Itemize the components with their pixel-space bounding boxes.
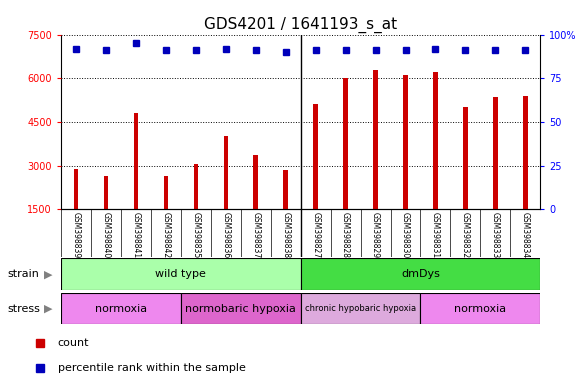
- Text: stress: stress: [8, 304, 41, 314]
- Bar: [253, 156, 258, 209]
- Text: GSM398827: GSM398827: [311, 212, 320, 258]
- Text: GSM398829: GSM398829: [371, 212, 380, 258]
- Bar: [403, 75, 408, 209]
- Bar: [493, 97, 498, 209]
- Bar: [433, 73, 437, 209]
- Text: GSM398840: GSM398840: [102, 212, 110, 258]
- Text: normobaric hypoxia: normobaric hypoxia: [185, 304, 296, 314]
- Bar: [421, 293, 540, 324]
- Text: GSM398842: GSM398842: [162, 212, 170, 258]
- Bar: [313, 104, 318, 209]
- Bar: [61, 293, 181, 324]
- Text: percentile rank within the sample: percentile rank within the sample: [58, 362, 246, 373]
- Text: normoxia: normoxia: [95, 304, 147, 314]
- Bar: [181, 293, 301, 324]
- Bar: [74, 169, 78, 209]
- Text: ▶: ▶: [44, 304, 52, 314]
- Text: GSM398830: GSM398830: [401, 212, 410, 258]
- Bar: [523, 96, 528, 209]
- Text: ▶: ▶: [44, 269, 52, 279]
- Text: GSM398834: GSM398834: [521, 212, 530, 258]
- Text: GSM398835: GSM398835: [191, 212, 200, 258]
- Bar: [463, 108, 468, 209]
- Text: GSM398828: GSM398828: [341, 212, 350, 258]
- Title: GDS4201 / 1641193_s_at: GDS4201 / 1641193_s_at: [204, 17, 397, 33]
- Bar: [301, 293, 421, 324]
- Text: strain: strain: [8, 269, 40, 279]
- Bar: [374, 70, 378, 209]
- Text: GSM398839: GSM398839: [71, 212, 81, 258]
- Text: dmDys: dmDys: [401, 269, 440, 279]
- Text: normoxia: normoxia: [454, 304, 507, 314]
- Text: GSM398841: GSM398841: [131, 212, 141, 258]
- Bar: [193, 164, 198, 209]
- Text: wild type: wild type: [155, 269, 206, 279]
- Bar: [224, 136, 228, 209]
- Text: GSM398836: GSM398836: [221, 212, 230, 258]
- Text: chronic hypobaric hypoxia: chronic hypobaric hypoxia: [305, 304, 416, 313]
- Text: count: count: [58, 338, 89, 348]
- Text: GSM398838: GSM398838: [281, 212, 290, 258]
- Text: GSM398831: GSM398831: [431, 212, 440, 258]
- Bar: [343, 78, 348, 209]
- Bar: [61, 258, 301, 290]
- Bar: [301, 258, 540, 290]
- Text: GSM398837: GSM398837: [251, 212, 260, 258]
- Bar: [134, 113, 138, 209]
- Bar: [103, 176, 108, 209]
- Text: GSM398832: GSM398832: [461, 212, 470, 258]
- Bar: [164, 176, 168, 209]
- Bar: [284, 170, 288, 209]
- Text: GSM398833: GSM398833: [491, 212, 500, 258]
